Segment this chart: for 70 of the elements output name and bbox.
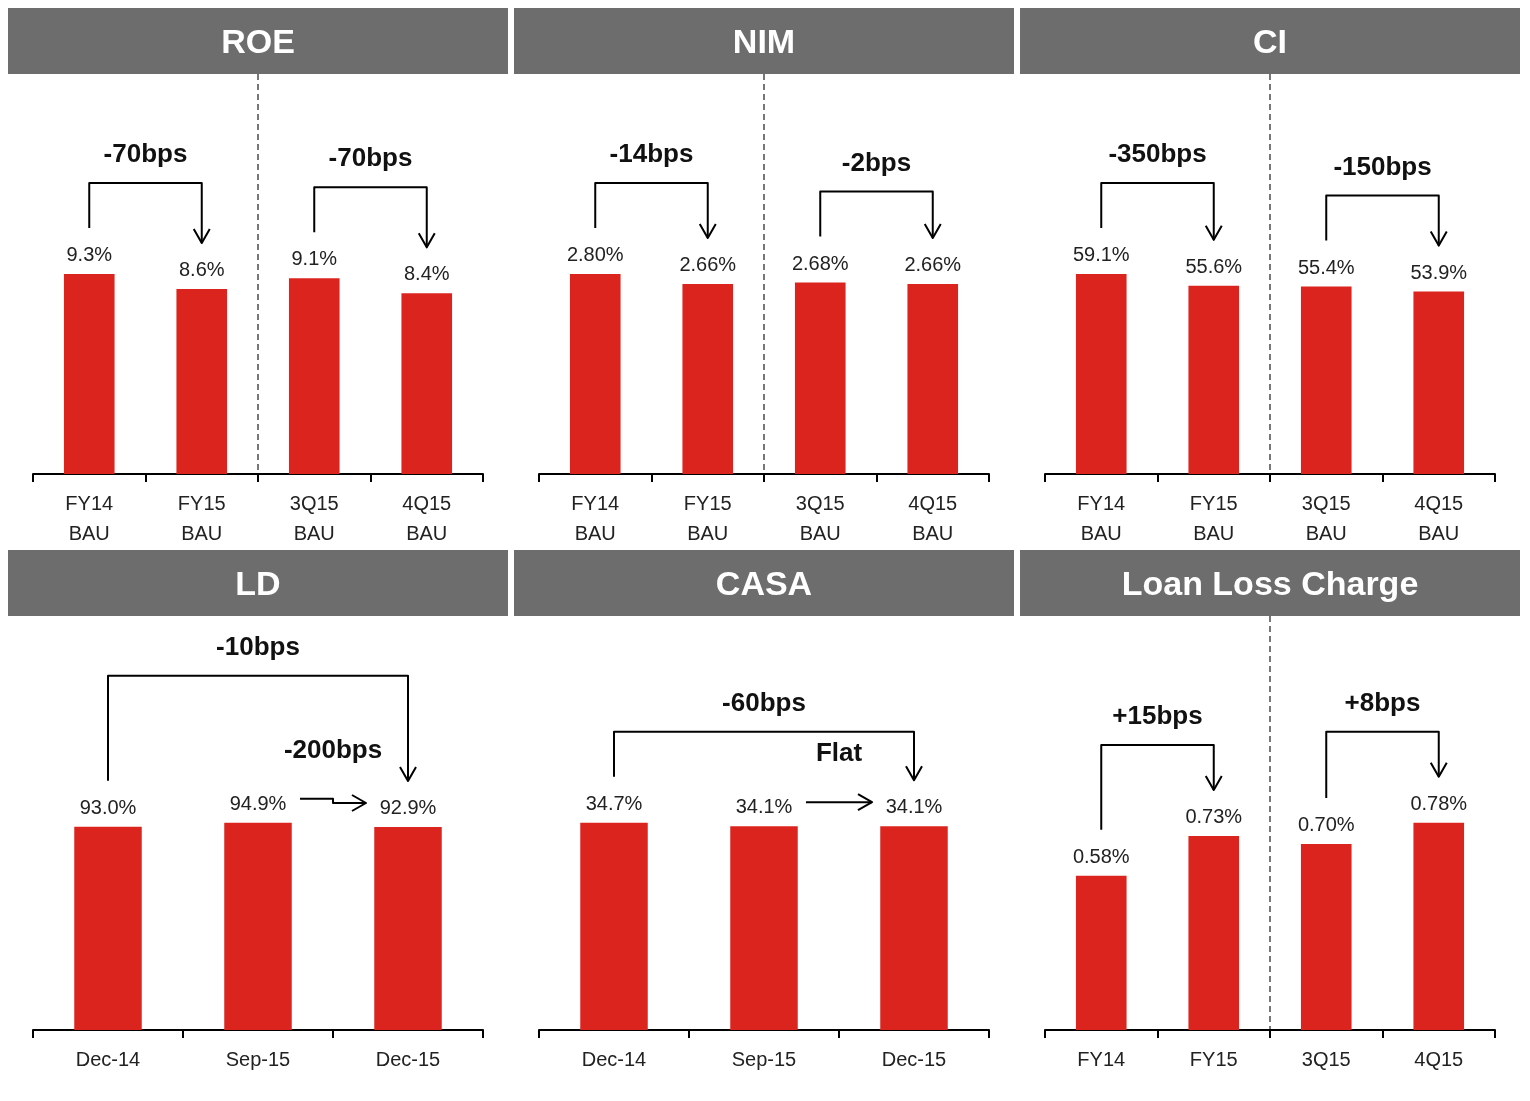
bar [1188,835,1240,1030]
data-label: 2.68% [791,251,849,274]
chart-title: CI [1020,8,1520,74]
data-label: 93.0% [79,795,137,818]
data-label: 59.1% [1072,243,1130,265]
x-tick-label: 3Q15 BAU [1301,492,1351,544]
data-label: 34.1% [885,795,943,818]
text: -200bps [283,733,383,764]
bar [401,293,453,474]
bar [176,289,228,474]
text: -2bps [841,146,912,177]
data-label: 2.66% [904,253,962,275]
x-tick-label: 3Q15 [1301,1048,1351,1070]
chart-title: ROE [8,8,508,74]
bar [1300,843,1352,1030]
text: -60bps [722,686,806,717]
data-label: 8.6% [178,258,225,281]
x-tick-label: FY14 BAU [65,492,114,544]
chart-title: Loan Loss Charge [1020,550,1520,616]
data-label: 8.4% [403,262,450,285]
text: -10bps [216,630,300,661]
x-tick-label: 4Q15 [1414,1048,1464,1070]
text: -150bps [1333,150,1432,181]
x-tick-label: FY14 BAU [571,492,620,544]
data-label: 55.4% [1297,255,1355,278]
bar [63,274,115,474]
data-label: 53.9% [1410,260,1468,283]
text: -70bps [328,142,413,173]
text: -70bps [103,138,188,168]
chart-title: LD [8,550,508,616]
text: +8bps [1344,686,1421,717]
data-label: 0.58% [1072,844,1130,867]
data-label: 2.80% [566,243,624,265]
data-label: 0.70% [1297,812,1355,835]
text: -350bps [1108,138,1207,168]
text: -14bps [609,138,694,168]
data-label: 34.1% [735,795,793,818]
x-tick-label: Dec-15 [881,1048,947,1070]
text: Flat [815,737,863,768]
bar [288,278,340,474]
data-label: 9.3% [66,243,113,265]
bar [1075,875,1127,1030]
x-tick-label: 4Q15 BAU [402,492,452,544]
x-tick-label: 3Q15 BAU [795,492,845,544]
x-tick-label: FY14 BAU [1077,492,1126,544]
chart-title: NIM [514,8,1014,74]
data-label: 94.9% [229,791,287,814]
data-label: 0.78% [1410,791,1468,814]
x-tick-label: FY15 BAU [177,492,226,544]
x-tick-label: Sep-15 [225,1048,291,1070]
x-tick-label: FY15 BAU [1189,492,1238,544]
x-tick-label: 3Q15 BAU [289,492,339,544]
data-label: 55.6% [1185,254,1243,277]
data-label: 34.7% [585,791,643,814]
x-tick-label: 4Q15 BAU [1414,492,1464,544]
data-label: 92.9% [379,796,437,818]
x-tick-label: FY15 BAU [683,492,732,544]
x-tick-label: Dec-15 [375,1048,441,1070]
data-label: 2.66% [679,253,737,275]
data-label: 9.1% [291,247,338,270]
x-tick-label: Dec-14 [75,1048,141,1070]
x-tick-label: FY15 [1189,1048,1238,1070]
text: +15bps [1112,699,1203,730]
x-tick-label: Dec-14 [581,1048,647,1070]
x-tick-label: Sep-15 [731,1048,797,1070]
x-tick-label: 4Q15 BAU [908,492,958,544]
bar [1413,822,1465,1030]
data-label: 0.73% [1185,804,1243,827]
x-tick-label: FY14 [1077,1048,1126,1070]
chart-title: CASA [514,550,1014,616]
